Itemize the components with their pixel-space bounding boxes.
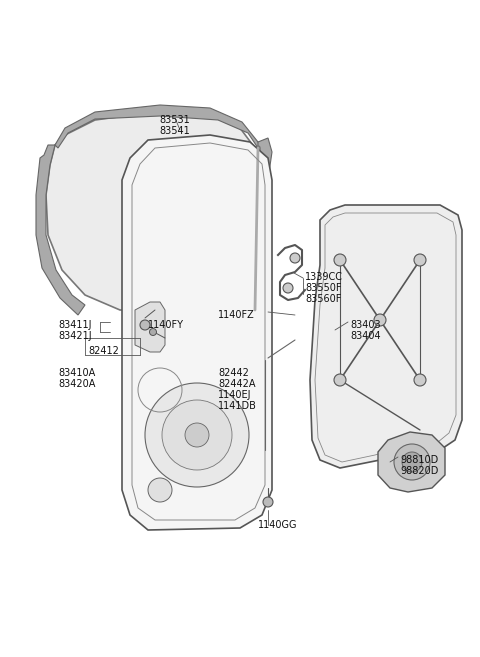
- Text: 83411J: 83411J: [58, 320, 92, 330]
- Polygon shape: [36, 145, 85, 315]
- Circle shape: [140, 320, 150, 330]
- Text: 1140EJ: 1140EJ: [218, 390, 252, 400]
- Text: 83560F: 83560F: [305, 294, 341, 304]
- Text: 83541: 83541: [160, 126, 191, 136]
- Text: 98810D: 98810D: [400, 455, 438, 465]
- Circle shape: [283, 283, 293, 293]
- Circle shape: [263, 497, 273, 507]
- Text: 83421J: 83421J: [58, 331, 92, 341]
- Text: 1140FZ: 1140FZ: [218, 310, 255, 320]
- Text: 83410A: 83410A: [58, 368, 95, 378]
- Text: 1339CC: 1339CC: [305, 272, 343, 282]
- Text: 83420A: 83420A: [58, 379, 96, 389]
- Circle shape: [334, 374, 346, 386]
- Text: 83403: 83403: [350, 320, 381, 330]
- Polygon shape: [122, 135, 272, 530]
- Text: 1140GG: 1140GG: [258, 520, 298, 530]
- Text: 98820D: 98820D: [400, 466, 438, 476]
- Text: 1140FY: 1140FY: [148, 320, 184, 330]
- Circle shape: [162, 400, 232, 470]
- Text: 82442A: 82442A: [218, 379, 255, 389]
- Polygon shape: [135, 302, 165, 352]
- Circle shape: [402, 452, 422, 472]
- Circle shape: [185, 423, 209, 447]
- Text: 82412: 82412: [88, 346, 119, 356]
- Circle shape: [414, 374, 426, 386]
- Polygon shape: [46, 112, 258, 310]
- Text: 1141DB: 1141DB: [218, 401, 257, 411]
- Circle shape: [394, 444, 430, 480]
- Text: 83550F: 83550F: [305, 283, 341, 293]
- Circle shape: [290, 253, 300, 263]
- Polygon shape: [378, 432, 445, 492]
- Circle shape: [149, 328, 156, 336]
- Circle shape: [145, 383, 249, 487]
- Polygon shape: [258, 138, 272, 230]
- Circle shape: [414, 254, 426, 266]
- Text: 82442: 82442: [218, 368, 249, 378]
- Polygon shape: [55, 105, 265, 148]
- Text: 83404: 83404: [350, 331, 381, 341]
- Text: 83531: 83531: [160, 115, 191, 125]
- Circle shape: [334, 254, 346, 266]
- Circle shape: [148, 478, 172, 502]
- Circle shape: [374, 314, 386, 326]
- Polygon shape: [310, 205, 462, 468]
